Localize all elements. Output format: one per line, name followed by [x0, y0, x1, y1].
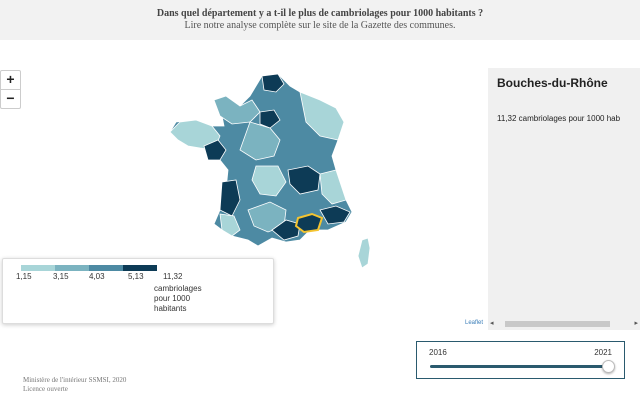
region-var[interactable]	[319, 205, 351, 225]
department-name: Bouches-du-Rhône	[497, 76, 608, 90]
leaflet-attribution[interactable]: Leaflet	[465, 320, 484, 326]
slider-knob[interactable]	[601, 360, 615, 373]
legend-tick-1: 1,15	[16, 272, 32, 281]
region-idf[interactable]	[259, 109, 281, 129]
footer: Ministère de l'intérieur SSMSI, 2020 Lic…	[23, 376, 126, 394]
header: Dans quel département y a t-il le plus d…	[0, 0, 640, 40]
info-panel: Bouches-du-Rhône 11,32 cambriolages pour…	[488, 68, 640, 330]
region-alps[interactable]	[319, 169, 347, 205]
region-massif[interactable]	[251, 165, 287, 197]
region-gironde[interactable]	[219, 179, 241, 217]
legend-tick-2: 3,15	[53, 272, 69, 281]
legend-swatch-2	[55, 265, 89, 271]
zoom-out-button[interactable]: −	[1, 89, 20, 108]
region-rhone[interactable]	[287, 165, 321, 195]
scroll-thumb[interactable]	[505, 321, 610, 327]
header-subtitle[interactable]: Lire notre analyse complète sur le site …	[184, 20, 456, 31]
footer-license: Licence ouverte	[23, 385, 68, 393]
legend-tick-3: 4,03	[89, 272, 105, 281]
zoom-in-button[interactable]: +	[6, 71, 15, 87]
footer-source: Ministère de l'intérieur SSMSI, 2020	[23, 376, 127, 384]
region-corsica[interactable]	[357, 237, 371, 269]
legend-tick-4: 5,13	[128, 272, 144, 281]
region-east[interactable]	[299, 91, 345, 141]
horizontal-scrollbar[interactable]: ◂ ▸	[488, 319, 640, 329]
legend-swatch-1	[21, 265, 55, 271]
legend-swatch-4	[123, 265, 157, 271]
legend-swatch-3	[89, 265, 123, 271]
slider-track[interactable]	[430, 365, 608, 368]
region-aquitaine[interactable]	[219, 213, 241, 237]
year-end-label: 2021	[594, 348, 612, 357]
header-question: Dans quel département y a t-il le plus d…	[156, 8, 484, 19]
region-herault[interactable]	[271, 219, 301, 241]
region-north[interactable]	[261, 73, 285, 93]
france-map[interactable]	[160, 70, 380, 270]
scroll-left-icon[interactable]: ◂	[490, 320, 494, 327]
legend: 1,15 3,15 4,03 5,13 11,32 cambriolages p…	[2, 258, 274, 324]
bouches-du-rhone-highlight[interactable]	[294, 212, 324, 234]
zoom-control: + −	[0, 70, 21, 109]
year-start-label: 2016	[429, 348, 447, 357]
year-slider: 2016 2021	[416, 341, 625, 379]
department-value: 11,32 cambriolages pour 1000 hab	[497, 114, 621, 123]
region-centre[interactable]	[239, 121, 281, 161]
scroll-right-icon[interactable]: ▸	[634, 320, 638, 327]
region-finistere[interactable]	[203, 139, 227, 161]
legend-tick-5: 11,32	[163, 272, 183, 281]
legend-unit: cambriolages pour 1000 habitants	[154, 284, 202, 313]
